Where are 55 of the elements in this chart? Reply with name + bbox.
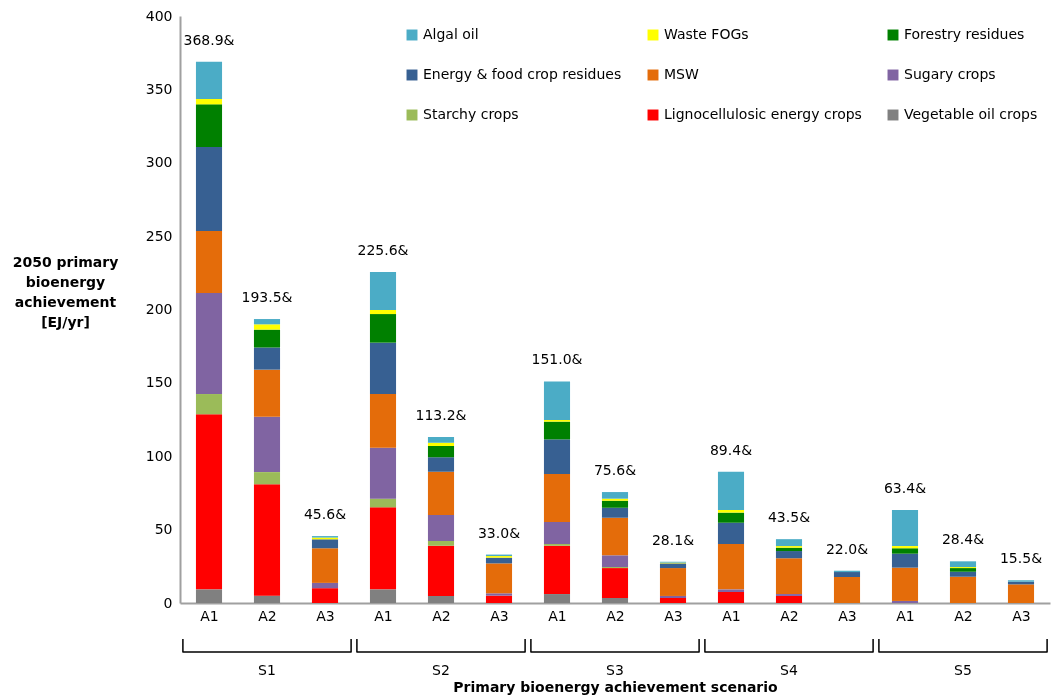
total-label: 89.4&: [709, 441, 753, 458]
legend-label: Forestry residues: [904, 26, 1025, 42]
total-label: 28.4&: [941, 531, 985, 548]
text: S1: [258, 662, 276, 678]
x-tick-label: A2: [606, 607, 625, 624]
y-tick-label: 350: [145, 80, 173, 97]
x-tick-label: A1: [200, 607, 219, 624]
x-tick-label: A1: [722, 607, 741, 624]
y-tick-label: 50: [154, 521, 173, 538]
total-label: 368.9&: [183, 31, 235, 48]
x-tick-label: A2: [432, 607, 451, 624]
total-label: 15.5&: [999, 550, 1043, 567]
total-label: 28.1&: [651, 531, 695, 548]
x-tick-label: A2: [954, 607, 973, 624]
legend-label: Algal oil: [423, 26, 479, 42]
x-tick-label: A3: [838, 607, 857, 624]
text: S4: [780, 662, 798, 678]
legend-label: MSW: [664, 66, 699, 82]
y-axis-title: 2050 primary bioenergy achievement [EJ/yr]: [12, 254, 119, 330]
x-tick-label: A2: [258, 607, 277, 624]
total-label: 63.4&: [883, 479, 927, 496]
legend-label: Energy & food crop residues: [423, 66, 622, 82]
total-label: 151.0&: [531, 351, 583, 368]
total-label: 75.6&: [593, 462, 637, 479]
y-tick-label: 150: [145, 374, 173, 391]
total-label: 113.2&: [415, 406, 467, 423]
y-tick-label: 200: [145, 301, 173, 317]
text: S5: [954, 662, 972, 678]
legend-label: Vegetable oil crops: [904, 106, 1038, 122]
x-tick-label: A2: [780, 607, 799, 624]
total-label: 22.0&: [825, 540, 869, 557]
legend-label: Sugary crops: [904, 66, 996, 82]
total-label: 43.5&: [767, 509, 811, 526]
total-label: 225.6&: [357, 241, 409, 258]
x-tick-label: A3: [664, 607, 683, 624]
x-tick-label: A1: [896, 607, 915, 624]
y-tick-label: 300: [145, 154, 173, 171]
y-tick-label: 250: [145, 227, 173, 244]
legend-label: Waste FOGs: [664, 26, 749, 42]
total-label: 193.5&: [241, 289, 293, 306]
text: S2: [432, 662, 450, 678]
legend-label: Starchy crops: [423, 106, 519, 122]
legend-label: Lignocellulosic energy crops: [664, 106, 862, 122]
x-tick-label: A3: [316, 607, 335, 624]
x-tick-label: A1: [548, 607, 567, 624]
x-axis-title: Primary bioenergy achievement scenario: [453, 678, 779, 695]
total-label: 33.0&: [477, 524, 521, 541]
text: S3: [606, 662, 624, 678]
total-label: 45.6&: [303, 506, 347, 523]
y-tick-label: 400: [145, 7, 173, 24]
y-tick-label: 100: [145, 447, 173, 464]
x-tick-label: A1: [374, 607, 393, 624]
x-tick-label: A3: [490, 607, 509, 624]
x-tick-label: A3: [1012, 607, 1031, 624]
y-tick-label: 0: [163, 594, 173, 611]
